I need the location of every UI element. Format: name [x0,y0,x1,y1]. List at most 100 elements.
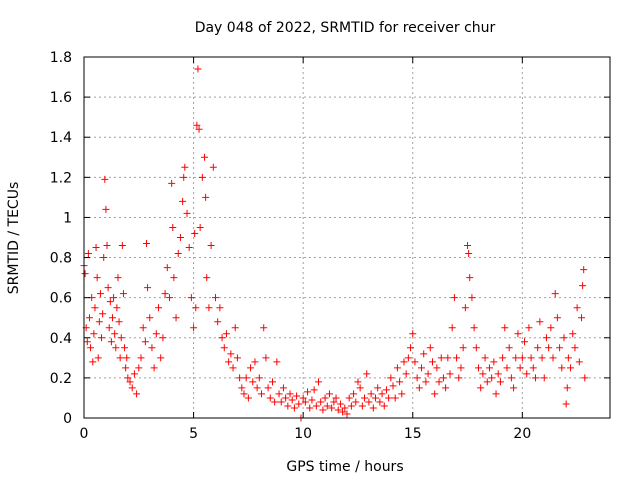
data-point [85,314,93,322]
data-point [306,404,314,412]
data-point [319,406,327,414]
data-point [569,330,577,338]
data-point [100,254,108,262]
data-point [553,314,561,322]
data-point [284,402,292,410]
data-point [317,398,325,406]
data-point [551,290,559,298]
data-point [142,240,150,248]
data-point [573,304,581,312]
data-point [128,384,136,392]
data-point [236,374,244,382]
data-point [191,229,199,237]
data-point [525,324,533,332]
data-point [389,382,397,390]
data-point [483,378,491,386]
data-point [420,350,428,358]
data-point [558,364,566,372]
data-point [398,390,406,398]
data-point [461,304,469,312]
data-point [499,354,507,362]
data-point [382,386,390,394]
data-point [288,396,296,404]
data-point [579,282,587,290]
data-point [356,384,364,392]
data-point [107,338,115,346]
data-point [101,175,109,183]
data-point [275,390,283,398]
data-point [374,384,382,392]
data-point [227,350,235,358]
data-point [376,398,384,406]
data-point [433,364,441,372]
data-point [89,358,97,366]
data-point [112,344,120,352]
data-point [514,330,522,338]
data-point [110,294,118,302]
y-tick-label: 1.6 [50,90,72,106]
data-point [345,394,353,402]
data-point [507,374,515,382]
data-point [409,330,417,338]
data-point [124,374,132,382]
data-point [488,374,496,382]
data-point [207,242,215,250]
data-point [435,378,443,386]
data-point [477,384,485,392]
data-point [301,398,309,406]
data-points [80,65,589,422]
data-point [247,364,255,372]
data-point [479,370,487,378]
data-point [114,274,122,282]
y-axis-label: SRMTID / TECUs [6,182,22,295]
data-point [378,390,386,398]
data-point [426,344,434,352]
x-tick-label: 0 [80,426,89,442]
data-point [95,318,103,326]
data-point [567,364,575,372]
data-point [103,242,111,250]
data-point [496,378,504,386]
data-point [277,398,285,406]
data-point [229,364,237,372]
data-point [106,298,114,306]
data-point [350,390,358,398]
data-point [194,65,202,73]
data-point [464,242,472,250]
data-point [501,324,509,332]
data-point [534,344,542,352]
data-point [148,344,156,352]
x-tick-label: 10 [294,426,312,442]
data-point [251,358,259,366]
data-point [133,390,141,398]
data-point [455,374,463,382]
data-point [180,173,188,181]
data-point [472,344,480,352]
data-point [424,370,432,378]
data-point [258,390,266,398]
data-point [163,264,171,272]
data-point [193,121,201,129]
data-point [111,330,119,338]
data-point [325,390,333,398]
data-point [126,378,134,386]
data-point [367,390,375,398]
data-point [336,400,344,408]
data-point [271,398,279,406]
data-point [453,354,461,362]
data-point [161,290,169,298]
data-point [282,394,290,402]
data-point [465,250,473,258]
data-point [181,163,189,171]
data-point [468,294,476,302]
data-point [411,358,419,366]
data-point [523,370,531,378]
data-point [428,358,436,366]
data-point [385,394,393,402]
data-point [315,378,323,386]
data-point [512,354,520,362]
data-point [187,294,195,302]
data-point [549,354,557,362]
data-point [176,234,184,241]
